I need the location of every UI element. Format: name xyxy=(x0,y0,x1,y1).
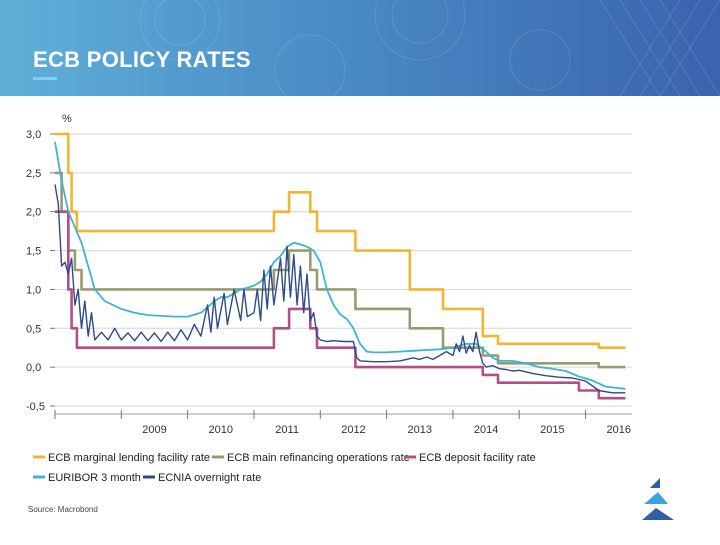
x-tick-label: 2014 xyxy=(474,424,498,436)
chart-container: % 3,0 2,5 2,0 1,5 1,0 0,5 0,0 -0,5 2009 2010 2011 20… xyxy=(0,96,720,540)
y-tick-label: 2,0 xyxy=(26,207,41,219)
x-tick-label: 2015 xyxy=(540,424,564,436)
x-tick-label: 2011 xyxy=(275,424,299,436)
series-line-refi xyxy=(55,171,626,369)
x-tick-label: 2010 xyxy=(209,424,233,436)
title-underline xyxy=(33,77,57,80)
legend-label-refi: ECB main refinancing operations rate xyxy=(227,452,410,464)
y-tick-label: -0,5 xyxy=(26,401,45,413)
policy-rates-chart: % 3,0 2,5 2,0 1,5 1,0 0,5 0,0 -0,5 2009 2010 2011 20… xyxy=(26,113,674,520)
legend-label-deposit: ECB deposit facility rate xyxy=(419,452,536,464)
series-line-deposit xyxy=(55,210,626,400)
x-tick-label: 2013 xyxy=(408,424,432,436)
triangle-logo-icon xyxy=(642,478,674,520)
y-tick-label: 2,5 xyxy=(26,168,41,180)
y-tick-label: 1,5 xyxy=(26,246,41,258)
y-tick-label: 0,5 xyxy=(26,323,41,335)
y-tick-label: 0,0 xyxy=(26,362,41,374)
source-note: Source: Macrobond xyxy=(28,505,98,514)
y-tick-label: 3,0 xyxy=(26,129,41,141)
y-tick-label: 1,0 xyxy=(26,284,41,296)
legend-label-eonia: ECNIA overnight rate xyxy=(158,472,261,484)
series-line-euribor xyxy=(54,141,626,390)
x-tick-label: 2016 xyxy=(606,424,630,436)
series-line-marginal xyxy=(55,132,626,349)
decorative-pattern xyxy=(139,0,720,96)
title-banner: ECB POLICY RATES xyxy=(0,0,720,96)
legend-label-marginal: ECB marginal lending facility rate xyxy=(48,452,210,464)
series-line-eonia xyxy=(54,184,626,394)
legend-label-euribor: EURIBOR 3 month xyxy=(48,472,141,484)
page-title: ECB POLICY RATES xyxy=(33,47,251,72)
y-axis-unit: % xyxy=(62,113,72,125)
x-tick-label: 2009 xyxy=(142,424,166,436)
x-tick-label: 2012 xyxy=(341,424,365,436)
